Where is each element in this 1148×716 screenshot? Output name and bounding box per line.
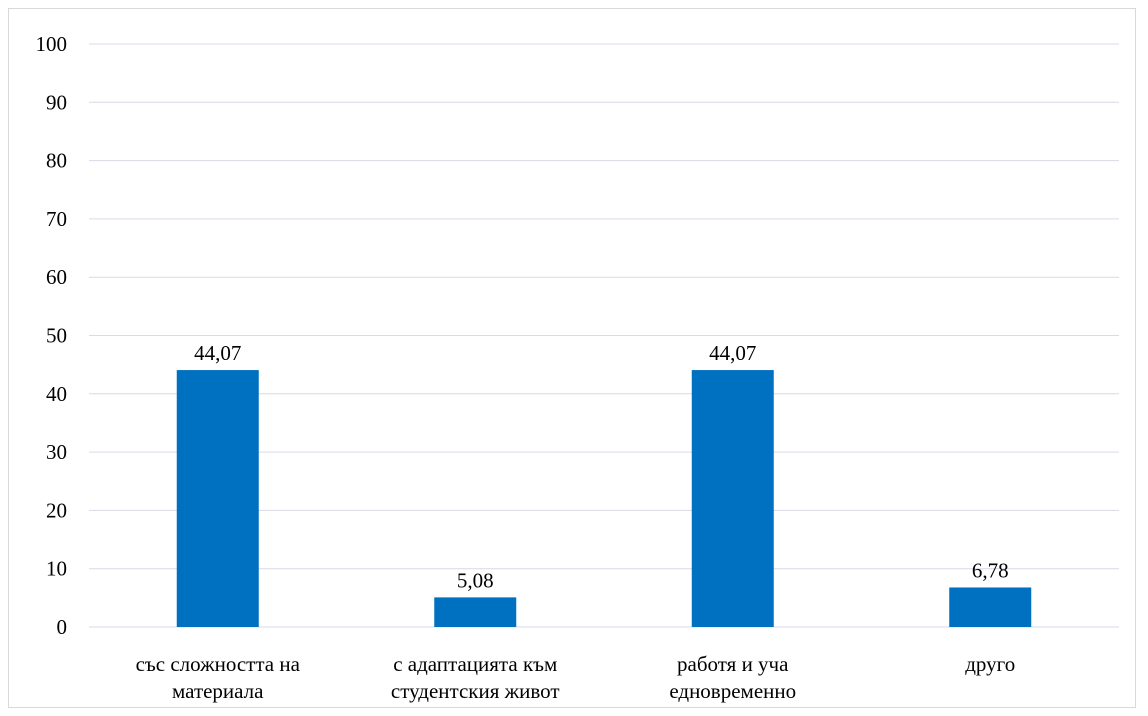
category-label-line: със сложността на [136,652,301,676]
y-tick-label-10: 10 [46,557,67,581]
y-tick-label-100: 100 [36,32,68,56]
category-label-line: работя и уча [677,652,789,676]
data-label: 5,08 [457,568,494,592]
y-tick-label-70: 70 [46,207,67,231]
y-tick-label-60: 60 [46,265,67,289]
y-tick-label-80: 80 [46,149,67,173]
y-axis-tick-labels: 0 10 20 30 40 50 60 70 80 90 100 [36,32,68,639]
data-labels: 44,07 5,08 44,07 6,78 [194,341,1009,592]
category-label-line: с адаптацията към [393,652,557,676]
data-label: 6,78 [972,558,1009,582]
category-label-line: едновременно [669,679,796,703]
bar [691,370,774,627]
data-label: 44,07 [709,341,756,365]
category-label: с адаптацията към студентския живот [391,652,560,703]
category-label-line: друго [965,652,1015,676]
bar [176,370,259,627]
category-label-line: материала [172,679,264,703]
y-tick-label-50: 50 [46,324,67,348]
y-tick-label-20: 20 [46,498,67,522]
bar [949,587,1032,627]
category-labels: със сложността на материала с адаптацията … [136,652,1016,703]
data-label: 44,07 [194,341,241,365]
y-tick-label-40: 40 [46,382,67,406]
y-tick-label-0: 0 [57,615,68,639]
category-label: друго [965,652,1015,676]
bars [176,370,1032,627]
category-label: със сложността на материала [136,652,301,703]
gridlines [89,43,1119,628]
category-label-line: студентския живот [391,679,560,703]
bar [434,597,517,627]
y-tick-label-30: 30 [46,440,67,464]
category-label: работя и уча едновременно [669,652,796,703]
y-tick-label-90: 90 [46,90,67,114]
